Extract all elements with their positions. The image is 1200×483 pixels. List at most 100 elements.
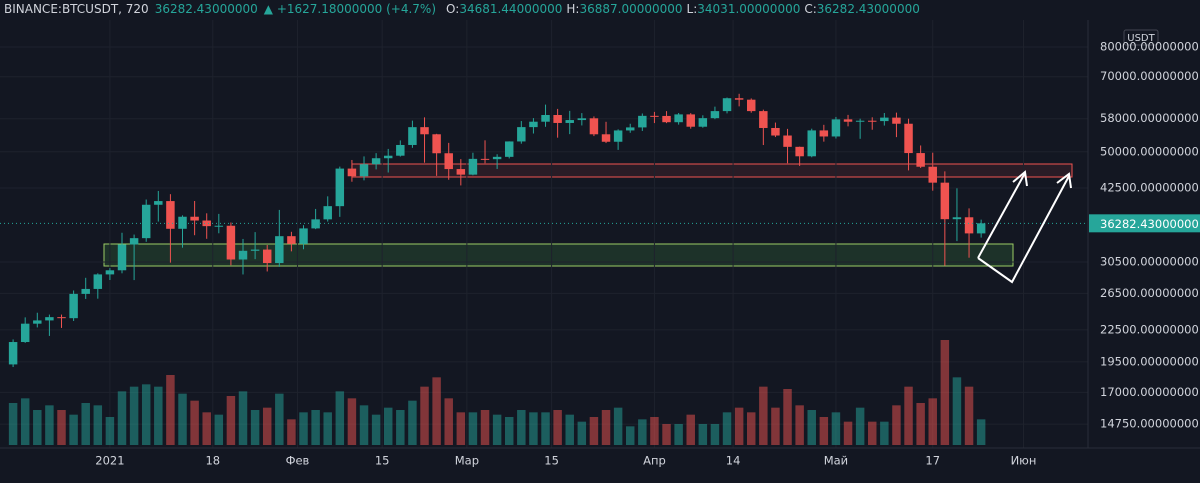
volume-bar	[311, 410, 320, 445]
x-tick-label: Май	[824, 454, 848, 468]
candle-body	[807, 130, 816, 157]
volume-bar	[480, 410, 490, 445]
change-value: +1627.18000000 (+4.7%)	[276, 2, 437, 16]
candle-body	[420, 127, 429, 135]
candle-body	[275, 236, 284, 264]
volume-bar	[166, 375, 175, 445]
candle-body	[432, 134, 441, 154]
y-tick-label: 58000.00000000	[1100, 111, 1199, 125]
candle-body	[444, 153, 453, 170]
volume-bar	[710, 424, 720, 445]
currency-box[interactable]	[1123, 29, 1159, 46]
volume-bar	[553, 410, 562, 445]
volume-bar	[20, 398, 30, 445]
y-tick-label: 14750.00000000	[1100, 417, 1199, 431]
candle-body	[819, 130, 829, 137]
volume-bar	[444, 398, 453, 445]
candle-body	[396, 144, 405, 156]
volume-bar	[420, 386, 429, 445]
candle-body	[783, 135, 792, 147]
arrow-head	[1056, 172, 1072, 189]
volume-bar	[432, 377, 441, 445]
volume-bar	[202, 412, 211, 445]
volume-bar	[408, 400, 417, 445]
volume-bar	[238, 391, 248, 445]
symbol: BINANCE:BTCUSDT, 720	[4, 2, 149, 16]
volume-bar	[892, 405, 901, 445]
candle-body	[456, 169, 466, 175]
candle-body	[795, 146, 804, 157]
volume-bar	[940, 340, 950, 445]
y-tick-label: 80000.00000000	[1100, 39, 1199, 53]
candle-body	[323, 206, 332, 220]
volume-bar	[529, 412, 538, 445]
volume-bar	[299, 412, 308, 445]
x-tick-label: Фев	[286, 454, 310, 468]
candle-body	[868, 120, 877, 122]
volume-bar	[347, 398, 357, 445]
volume-bar	[371, 414, 381, 445]
x-tick-label: Июн	[1011, 454, 1037, 468]
ohlc-value: 36887.00000000	[579, 2, 683, 16]
volume-bar	[517, 410, 526, 445]
candle-body	[383, 155, 393, 159]
x-tick-label: Апр	[643, 454, 666, 468]
candle-body	[262, 249, 272, 264]
candle-body	[771, 127, 780, 136]
x-tick-label: 14	[726, 454, 741, 468]
volume-bar	[81, 403, 90, 445]
candle-body	[940, 182, 950, 220]
x-tick-label: 17	[925, 454, 940, 468]
volume-bar	[674, 424, 683, 445]
volume-bar	[831, 412, 841, 445]
candle-body	[105, 270, 115, 275]
volume-bar	[783, 389, 792, 445]
volume-bar	[359, 405, 369, 445]
candle-body	[311, 219, 320, 229]
x-tick-label: 2021	[95, 454, 124, 468]
volume-bar	[8, 403, 18, 445]
candle-body	[202, 220, 211, 227]
ohlc-value: 36282.43000000	[816, 2, 920, 16]
volume-bar	[976, 419, 986, 445]
volume-bar	[565, 414, 574, 445]
volume-bar	[105, 417, 115, 445]
candle-body	[916, 153, 925, 167]
ohlc-value: 34681.44000000	[459, 2, 563, 16]
y-tick-label: 19500.00000000	[1100, 354, 1199, 368]
candle-body	[698, 118, 708, 127]
candle-body	[190, 216, 199, 221]
candle-body	[517, 127, 526, 142]
header-change: ▲ +1627.18000000 (+4.7%)	[263, 2, 437, 16]
y-tick-label: 30500.00000000	[1100, 255, 1199, 269]
volume-bar	[928, 398, 937, 445]
volume-bar	[880, 421, 889, 445]
candle-body	[141, 204, 151, 239]
volume-bar	[819, 417, 829, 445]
x-tick-label: 18	[205, 454, 220, 468]
candle-body	[20, 323, 30, 343]
volume-bar	[262, 407, 272, 445]
volume-bar	[45, 405, 54, 445]
candle-body	[226, 225, 236, 260]
candle-body	[129, 238, 139, 245]
candle-body	[662, 115, 671, 123]
candle-body	[577, 118, 587, 121]
volume-bar	[33, 410, 42, 445]
candle-body	[166, 201, 175, 229]
volume-bar	[795, 405, 804, 445]
volume-bar	[625, 426, 635, 445]
volume-bar	[226, 396, 236, 445]
volume-bar	[855, 407, 865, 445]
candle-body	[831, 119, 841, 137]
candle-body	[214, 225, 224, 227]
volume-bar	[662, 424, 671, 445]
candle-body	[33, 320, 42, 324]
candle-body	[722, 98, 732, 112]
volume-bar	[468, 412, 478, 445]
volume-bar	[396, 410, 405, 445]
candle-body	[504, 141, 514, 157]
volume-bar	[638, 419, 647, 445]
